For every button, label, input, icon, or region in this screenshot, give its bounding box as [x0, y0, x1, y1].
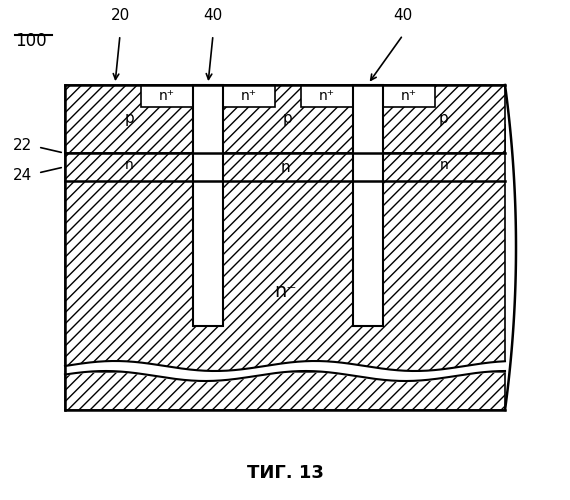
Text: n⁻: n⁻	[274, 282, 296, 300]
Text: 40: 40	[393, 8, 413, 23]
Bar	[223, 85, 353, 153]
Bar	[65, 125, 505, 153]
Text: n⁺: n⁺	[159, 89, 175, 103]
Text: 22: 22	[13, 138, 31, 152]
Text: n: n	[125, 158, 133, 172]
Text: 100: 100	[15, 32, 47, 50]
Bar	[383, 85, 435, 107]
Bar	[193, 85, 223, 326]
Text: n: n	[439, 158, 449, 172]
Text: 20: 20	[111, 8, 129, 23]
Text: p: p	[439, 112, 449, 126]
Bar	[65, 85, 193, 153]
Text: n⁺: n⁺	[401, 89, 417, 103]
Bar	[141, 85, 193, 107]
Text: p: p	[283, 112, 293, 126]
Bar	[223, 85, 275, 107]
Text: 40: 40	[203, 8, 223, 23]
Text: n⁺: n⁺	[319, 89, 335, 103]
Bar	[383, 85, 505, 153]
Bar	[353, 85, 383, 326]
Text: 24: 24	[13, 168, 31, 182]
Text: p: p	[124, 112, 134, 126]
Bar	[65, 153, 505, 371]
Text: ΤИГ. 13: ΤИГ. 13	[247, 464, 323, 482]
Text: n: n	[280, 160, 290, 174]
Bar	[301, 85, 353, 107]
Text: n⁺: n⁺	[241, 89, 257, 103]
Bar	[65, 372, 505, 410]
